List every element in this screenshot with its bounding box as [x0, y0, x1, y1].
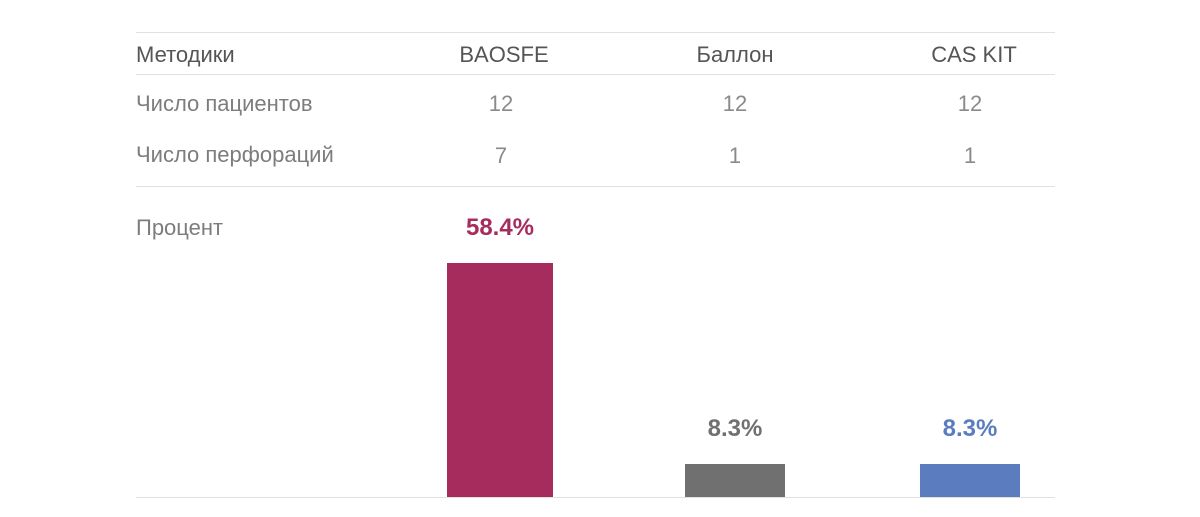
bar-value-label-baosfe: 58.4% [465, 214, 535, 241]
table-top-rule [136, 32, 1055, 33]
bar-baosfe [447, 263, 553, 497]
table-bottom-rule [136, 186, 1055, 187]
header-cas-kit: CAS KIT [931, 42, 1017, 67]
header-baosfe: BAOSFE [459, 42, 549, 67]
row-label-percent: Процент [136, 215, 224, 240]
perforations-baosfe: 7 [494, 143, 508, 168]
bar-value-label-cas-kit: 8.3% [942, 415, 998, 442]
header-bottom-rule [136, 74, 1055, 75]
patients-cas-kit: 12 [957, 91, 983, 116]
bar-balloon [685, 464, 785, 497]
perforations-balloon: 1 [728, 143, 742, 168]
header-methods: Методики [136, 42, 235, 67]
bar-value-label-balloon: 8.3% [707, 415, 763, 442]
row-label-perforations: Число перфораций [136, 142, 334, 167]
bar-cas-kit [920, 464, 1020, 497]
patients-baosfe: 12 [488, 91, 514, 116]
patients-balloon: 12 [722, 91, 748, 116]
row-label-patients: Число пациентов [136, 91, 313, 116]
header-balloon: Баллон [696, 42, 774, 67]
perforations-cas-kit: 1 [963, 143, 977, 168]
chart-baseline [136, 497, 1055, 498]
